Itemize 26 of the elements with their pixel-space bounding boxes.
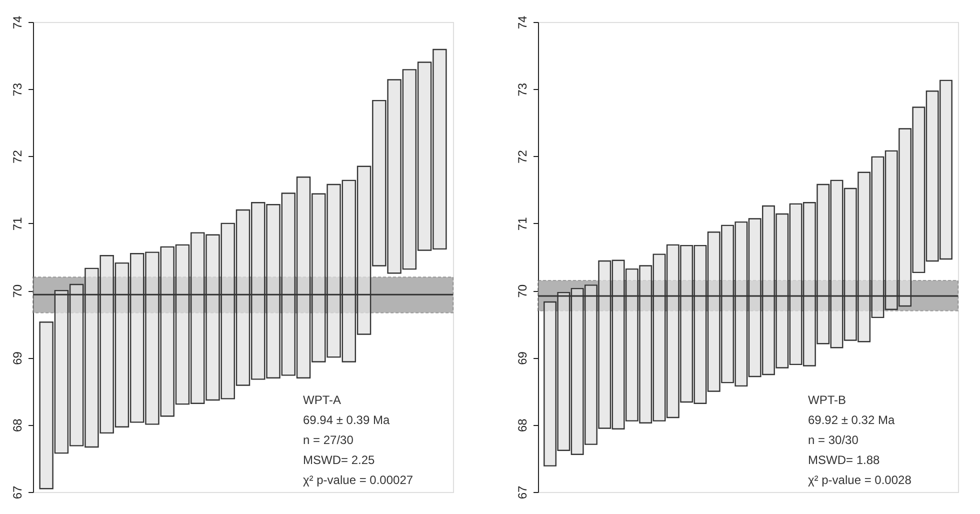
annotation: n = 30/30 [808,433,859,447]
annotation: MSWD= 2.25 [303,453,376,467]
y-tick-label: 69 [516,351,530,365]
y-tick-label: 73 [10,82,24,96]
y-tick-label: 70 [516,284,530,298]
annotation: 69.92 ± 0.32 Ma [808,413,895,427]
annotation: MSWD= 1.88 [808,453,880,467]
y-tick-label: 69 [10,351,24,365]
annotation: χ² p-value = 0.00027 [303,473,414,487]
y-tick-label: 68 [516,418,530,432]
y-tick-label: 67 [10,486,24,500]
annotation: WPT-B [808,393,846,407]
y-tick-label: 73 [516,82,530,96]
y-tick-label: 72 [516,150,530,164]
y-tick-label: 68 [10,418,24,432]
y-tick-label: 74 [10,16,24,30]
y-tick-label: 71 [10,216,24,231]
annotation: χ² p-value = 0.0028 [808,473,912,487]
y-tick-label: 70 [10,284,24,298]
y-tick-label: 74 [516,16,530,30]
y-tick-label: 72 [10,150,24,164]
annotation: WPT-A [303,393,341,407]
y-tick-label: 67 [516,486,530,500]
annotation: 69.94 ± 0.39 Ma [303,413,390,427]
y-tick-label: 71 [516,216,530,231]
annotation: n = 27/30 [303,433,354,447]
